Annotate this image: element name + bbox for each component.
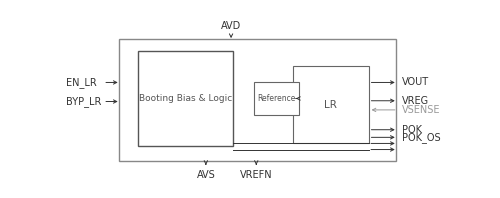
Text: EN_LR: EN_LR xyxy=(66,77,97,88)
Text: BYP_LR: BYP_LR xyxy=(66,96,102,107)
Bar xyxy=(254,82,299,115)
Text: VREG: VREG xyxy=(402,96,428,106)
Text: AVS: AVS xyxy=(196,170,215,180)
Text: POK_OS: POK_OS xyxy=(402,132,440,143)
Text: LR: LR xyxy=(324,100,338,109)
Text: Reference: Reference xyxy=(258,94,296,103)
Text: VOUT: VOUT xyxy=(402,77,428,88)
Text: AVD: AVD xyxy=(221,21,241,31)
Bar xyxy=(118,39,396,161)
Bar xyxy=(293,67,368,143)
Text: POK: POK xyxy=(402,125,421,135)
Bar xyxy=(138,51,233,146)
Text: VREFN: VREFN xyxy=(240,170,272,180)
Text: Booting Bias & Logic: Booting Bias & Logic xyxy=(139,94,232,103)
Text: VSENSE: VSENSE xyxy=(402,105,440,115)
